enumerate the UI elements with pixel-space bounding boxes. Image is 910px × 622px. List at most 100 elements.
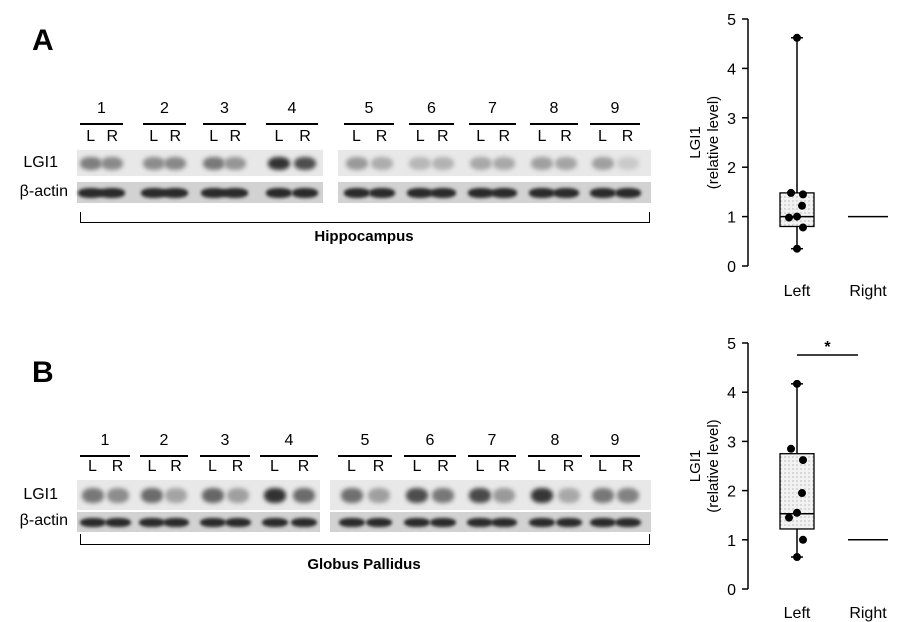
beta-actin-label-a: β-actin: [19, 183, 68, 200]
lane-left-label: L: [412, 458, 422, 475]
x-category-label: Left: [784, 605, 811, 622]
lane-right-label: R: [498, 128, 511, 145]
beta-actin-band: [292, 188, 318, 198]
lgi1-label-b: LGI1: [23, 486, 58, 503]
lgi1-band: [469, 157, 492, 171]
lgi1-band: [409, 157, 432, 171]
y-axis-label-line: (relative level): [705, 419, 722, 512]
beta-actin-band: [290, 518, 317, 527]
beta-actin-band: [467, 518, 493, 527]
lgi1-band: [226, 488, 249, 504]
lgi1-band: [165, 488, 187, 504]
lgi1-band: [591, 157, 614, 171]
beta-actin-band: [224, 518, 251, 527]
data-point: [785, 513, 793, 522]
beta-actin-band: [79, 518, 106, 527]
lane-right-label: R: [560, 128, 572, 145]
data-point: [793, 379, 801, 388]
x-category-label: Right: [849, 283, 887, 300]
lane-bar: [530, 123, 578, 125]
beta-actin-band: [343, 188, 370, 198]
beta-actin-band: [261, 518, 288, 527]
data-point: [785, 213, 793, 222]
lane-left-label: L: [537, 128, 547, 145]
data-point: [793, 508, 801, 517]
lane-bar: [200, 455, 250, 457]
lane-number: 8: [550, 432, 560, 449]
lgi1-band: [201, 488, 224, 504]
beta-actin-blot-strip: [77, 512, 320, 532]
lgi1-band: [616, 157, 639, 171]
lane-bar: [338, 455, 392, 457]
lgi1-band: [142, 157, 165, 171]
lane-right-label: R: [111, 458, 124, 475]
lane-left-label: L: [352, 128, 361, 145]
y-axis-label: LGI1 (relative level): [687, 419, 722, 512]
lane-bar: [468, 455, 516, 457]
lane-right-label: R: [299, 128, 311, 145]
beta-actin-band: [555, 518, 582, 527]
lane-left-label: L: [88, 458, 97, 475]
lgi1-band: [340, 488, 363, 504]
lane-right-label: R: [170, 458, 182, 475]
lane-right-label: R: [297, 458, 310, 475]
lane-right-label: R: [437, 458, 449, 475]
lane-right-label: R: [621, 458, 634, 475]
lgi1-band: [294, 157, 316, 171]
lane-left-label: L: [274, 128, 284, 145]
lane-bar: [80, 455, 130, 457]
lane-right-label: R: [229, 128, 242, 145]
beta-actin-band: [140, 188, 167, 198]
lane-number: 4: [284, 432, 294, 449]
lgi1-band: [530, 488, 553, 504]
lane-number: 1: [97, 100, 106, 117]
panel-b-letter: B: [32, 356, 54, 389]
y-axis-label-line: LGI1: [687, 126, 704, 159]
beta-actin-blot-strip: [77, 182, 323, 203]
lane-number: 5: [360, 432, 370, 449]
lane-bar: [143, 123, 186, 125]
lane-number: 9: [610, 100, 620, 117]
beta-actin-band: [200, 188, 227, 198]
lgi1-band: [106, 488, 129, 504]
beta-actin-band: [338, 518, 365, 527]
lgi1-band: [557, 488, 580, 504]
region-label-globus-pallidus: Globus Pallidus: [307, 556, 421, 573]
lane-bar: [203, 123, 246, 125]
beta-actin-band: [222, 188, 249, 198]
lane-left-label: L: [537, 458, 546, 475]
lane-left-label: L: [209, 128, 219, 145]
y-axis-label: LGI1 (relative level): [687, 96, 722, 189]
lane-number: 6: [425, 432, 435, 449]
lgi1-band: [493, 488, 515, 504]
lgi1-band: [79, 157, 102, 171]
beta-actin-band: [139, 518, 165, 527]
y-tick-label: 1: [727, 210, 736, 227]
lane-left-label: L: [476, 128, 486, 145]
y-tick-label: 2: [727, 160, 736, 177]
lane-right-label: R: [231, 458, 244, 475]
beta-actin-band: [99, 188, 126, 198]
y-tick-label: 5: [727, 336, 736, 353]
lgi1-band: [531, 157, 553, 171]
beta-actin-band: [614, 518, 641, 527]
lane-number: 4: [287, 100, 297, 117]
lane-right-label: R: [106, 128, 119, 145]
data-point: [793, 244, 801, 253]
y-axis-label-line: LGI1: [687, 450, 704, 483]
data-point: [799, 190, 807, 199]
lane-right-label: R: [621, 128, 634, 145]
data-point: [787, 444, 795, 453]
lgi1-band: [432, 488, 454, 504]
lane-left-label: L: [270, 458, 279, 475]
x-category-label: Left: [784, 283, 811, 300]
lane-left-label: L: [147, 458, 157, 475]
beta-actin-band: [553, 188, 579, 198]
y-tick-label: 0: [727, 259, 736, 276]
lane-bar: [260, 455, 318, 457]
beta-actin-band: [589, 518, 616, 527]
beta-actin-band: [404, 518, 430, 527]
lane-left-label: L: [415, 128, 425, 145]
beta-actin-band: [429, 188, 456, 198]
